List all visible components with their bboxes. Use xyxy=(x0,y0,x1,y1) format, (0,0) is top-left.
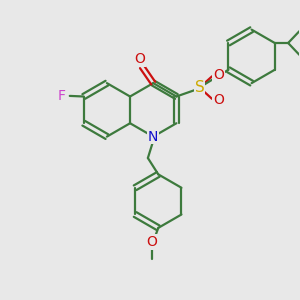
Text: O: O xyxy=(213,68,224,82)
Text: F: F xyxy=(57,89,65,103)
Text: N: N xyxy=(148,130,158,144)
Text: O: O xyxy=(146,235,157,249)
Text: S: S xyxy=(195,80,205,95)
Text: O: O xyxy=(213,93,224,107)
Text: O: O xyxy=(134,52,145,66)
